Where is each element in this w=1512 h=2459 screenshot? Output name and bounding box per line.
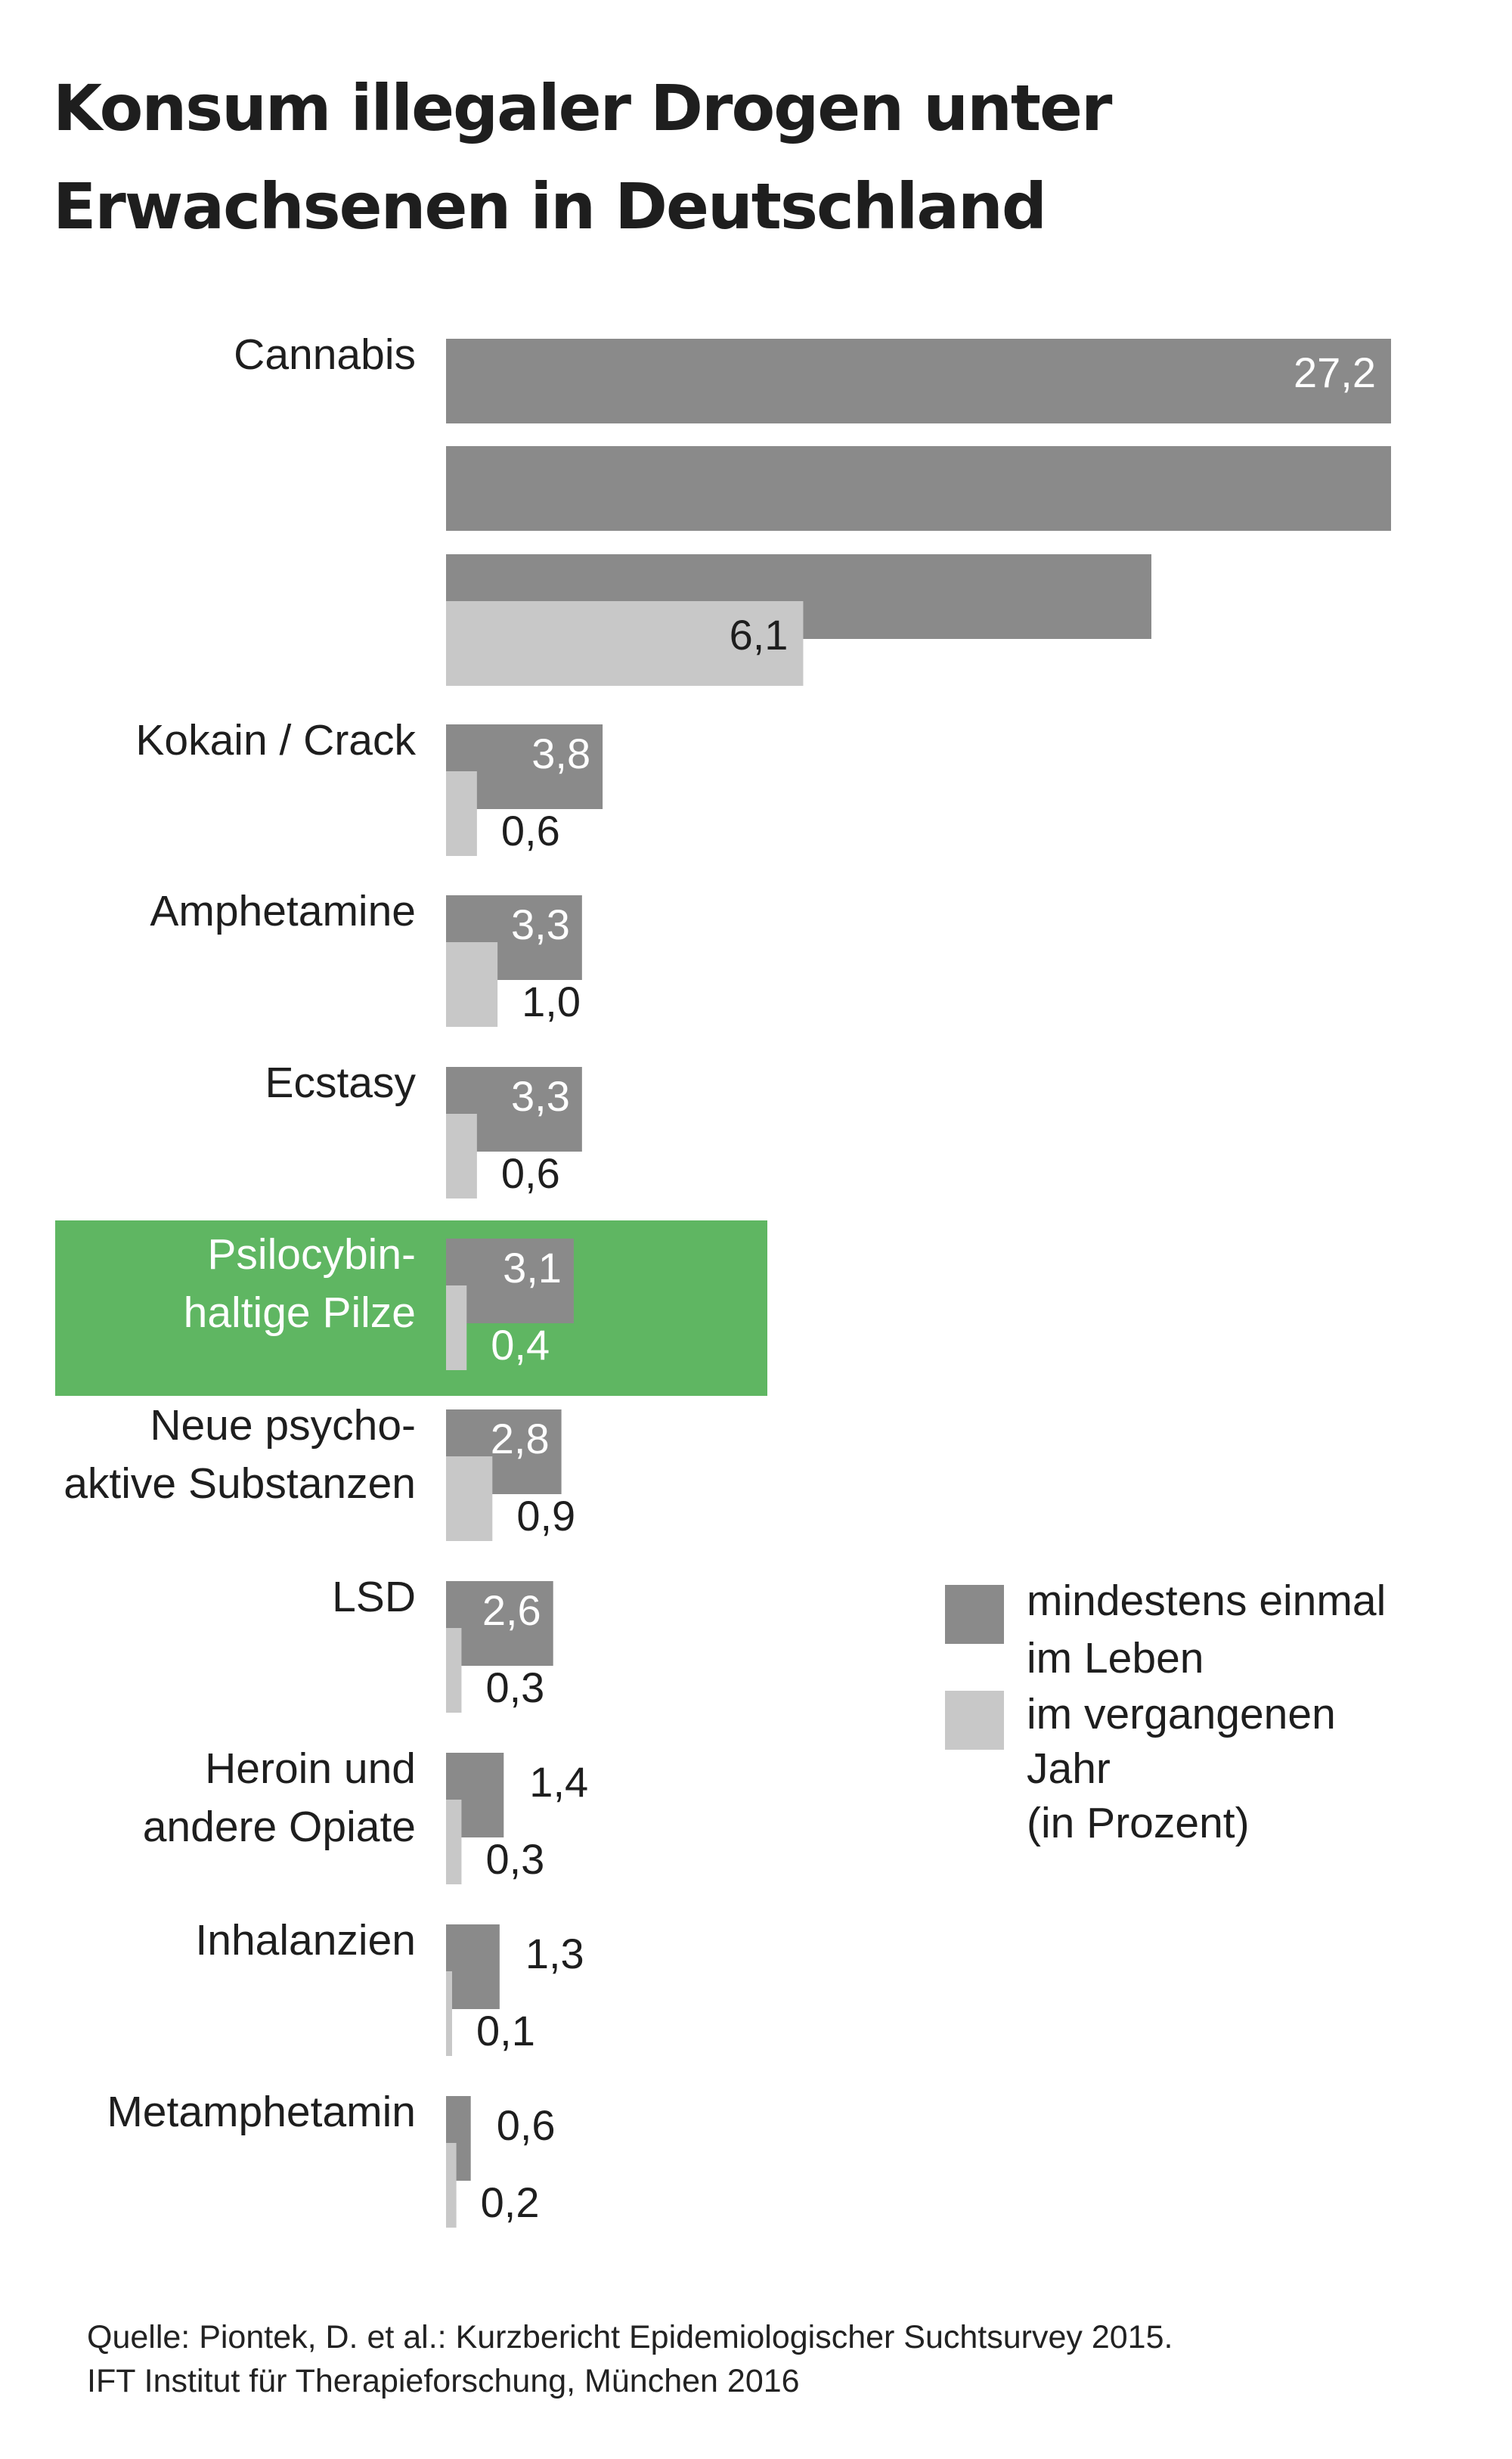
category-label-5-line-1: Psilocybin- [207, 1230, 416, 1279]
value-label-lifetime-2: 3,8 [531, 730, 590, 777]
value-label-lifetime-9: 1,3 [525, 1930, 584, 1977]
bar-past-year-4 [446, 1114, 477, 1198]
category-label-8-line-2: andere Opiate [143, 1803, 416, 1851]
bar-lifetime-7 [446, 1581, 553, 1666]
bar-lifetime-5 [446, 1239, 574, 1323]
value-label-past-year-2: 0,6 [501, 807, 560, 854]
value-label-past-year-8: 0,3 [485, 1835, 544, 1883]
value-label-past-year-1: 6,1 [730, 611, 789, 659]
legend-label-lifetime-line-2: im Leben [1027, 1634, 1204, 1682]
legend-label-past-year-line-2: Jahr [1027, 1744, 1111, 1793]
legend-swatch-past-year [945, 1691, 1004, 1750]
bar-past-year-8 [446, 1800, 462, 1884]
highlight-background [55, 1220, 767, 1396]
legend-label-past-year-line-3: (in Prozent) [1027, 1799, 1250, 1847]
bar-past-year-2 [446, 771, 477, 856]
value-label-past-year-9: 0,1 [476, 2007, 535, 2054]
legend-swatch-lifetime [945, 1585, 1004, 1644]
value-label-lifetime-8: 1,4 [529, 1758, 588, 1806]
category-label-2-line-1: Kokain / Crack [135, 716, 416, 764]
category-label-9-line-1: Inhalanzien [195, 1916, 416, 1964]
chart-title: Konsum illegaler Drogen unter Erwachsene… [53, 59, 1489, 256]
value-label-past-year-6: 0,9 [516, 1492, 575, 1540]
category-label-5-line-2: haltige Pilze [184, 1288, 416, 1337]
value-label-past-year-5: 0,4 [491, 1321, 550, 1369]
value-label-lifetime-3: 3,3 [511, 901, 570, 948]
legend-label-lifetime-line-1: mindestens einmal [1027, 1577, 1386, 1625]
category-label-6-line-2: aktive Substanzen [64, 1459, 416, 1508]
category-label-7-line-1: LSD [332, 1573, 416, 1621]
source-line-2: IFT Institut für Therapieforschung, Münc… [87, 2363, 800, 2399]
value-label-lifetime-1: 27,2 [1294, 349, 1376, 396]
category-label-4-line-1: Ecstasy [265, 1059, 416, 1107]
bar-past-year-7 [446, 1628, 462, 1713]
bar-lifetime-1-segment-1 [446, 339, 1391, 423]
value-label-lifetime-6: 2,8 [491, 1415, 550, 1462]
chart-title-line-1: Konsum illegaler Drogen unter [53, 71, 1112, 145]
bar-lifetime-1-segment-2 [446, 446, 1391, 531]
source-line-1: Quelle: Piontek, D. et al.: Kurzbericht … [87, 2319, 1173, 2355]
category-label-3-line-1: Amphetamine [150, 887, 416, 935]
bar-lifetime-9 [446, 1924, 500, 2009]
category-label-10-line-1: Metamphetamin [107, 2088, 416, 2136]
source-note: Quelle: Piontek, D. et al.: Kurzbericht … [87, 2315, 1448, 2403]
legend-label-past-year-line-1: im vergangenen [1027, 1690, 1336, 1738]
category-label-8-line-1: Heroin und [205, 1744, 416, 1793]
bar-past-year-3 [446, 942, 498, 1027]
bar-past-year-6 [446, 1456, 493, 1541]
value-label-past-year-7: 0,3 [485, 1664, 544, 1711]
value-label-past-year-3: 1,0 [522, 978, 581, 1025]
bar-past-year-1 [446, 601, 804, 686]
value-label-lifetime-4: 3,3 [511, 1072, 570, 1120]
category-label-1-line-1: Cannabis [234, 330, 416, 379]
value-label-past-year-4: 0,6 [501, 1149, 560, 1197]
chart-title-line-2: Erwachsenen in Deutschland [53, 169, 1047, 243]
category-label-6-line-1: Neue psycho- [150, 1401, 416, 1450]
value-label-lifetime-5: 3,1 [503, 1244, 562, 1292]
bar-past-year-10 [446, 2143, 457, 2228]
value-label-lifetime-7: 2,6 [482, 1586, 541, 1634]
value-label-past-year-10: 0,2 [481, 2178, 540, 2226]
bar-past-year-5 [446, 1285, 467, 1370]
bar-past-year-9 [446, 1971, 452, 2056]
value-label-lifetime-10: 0,6 [497, 2101, 556, 2149]
